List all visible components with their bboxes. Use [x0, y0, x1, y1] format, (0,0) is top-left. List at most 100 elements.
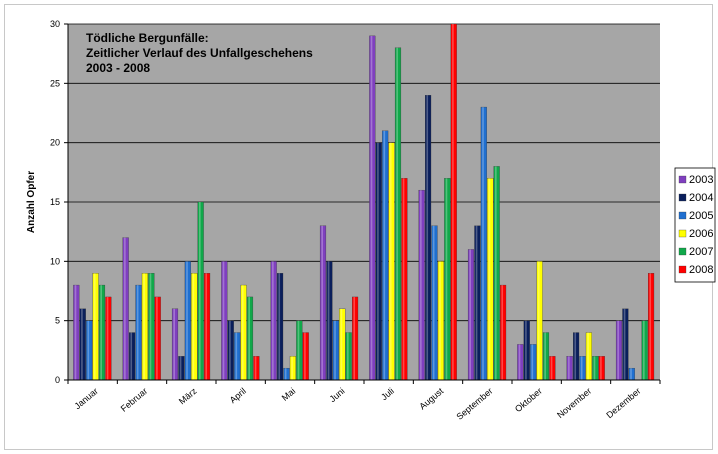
x-tick-label: Juli — [379, 386, 396, 402]
bar-highlight — [495, 166, 497, 380]
bar-2005-November — [579, 356, 586, 381]
legend-swatch-2003 — [678, 175, 687, 184]
bar-highlight — [136, 285, 139, 380]
bar-highlight — [587, 332, 589, 380]
x-tick-label: Dezember — [604, 386, 642, 420]
bar-highlight — [452, 24, 454, 380]
bar-highlight — [340, 308, 343, 380]
x-tick-label: März — [177, 386, 199, 407]
bar-2005-Februar — [135, 284, 142, 381]
bar-highlight — [482, 107, 484, 381]
bar-highlight — [445, 178, 448, 380]
bar-highlight — [229, 320, 231, 380]
bar-highlight — [475, 225, 478, 380]
bar-2003-Januar — [73, 284, 80, 381]
legend: 2003 2004 2005 2006 2007 2008 — [674, 167, 716, 283]
legend-label-2004: 2004 — [689, 192, 713, 204]
bar-highlight — [149, 273, 152, 380]
legend-label-2003: 2003 — [689, 174, 713, 186]
chart-title: Tödliche Bergunfälle: Zeitlicher Verlauf… — [86, 31, 313, 75]
y-tick-label: 20 — [50, 138, 60, 148]
bar-2007-Juli — [394, 47, 402, 381]
bar-2006-Oktober — [536, 261, 543, 381]
bar-highlight — [74, 285, 77, 380]
bar-highlight — [617, 320, 619, 380]
legend-swatch-2007 — [678, 247, 687, 256]
bar-2006-März — [191, 273, 198, 381]
y-tick-label: 5 — [55, 316, 60, 326]
bar-2008-März — [204, 273, 211, 381]
bar-2004-Oktober — [523, 320, 530, 381]
bar-highlight — [643, 320, 645, 380]
bar-highlight — [537, 261, 540, 380]
chart-title-line-3: 2003 - 2008 — [86, 61, 150, 75]
bar-2005-April — [234, 332, 241, 381]
chart-title-line-2: Zeitlicher Verlauf des Unfallgeschehens — [86, 46, 313, 60]
bar-highlight — [593, 356, 596, 380]
bar-2006-September — [487, 178, 494, 381]
y-tick-label: 15 — [50, 197, 60, 207]
bar-highlight — [353, 296, 356, 380]
bar-2007-Juni — [345, 332, 352, 381]
bar-highlight — [143, 273, 145, 380]
bar-2007-März — [197, 201, 204, 381]
legend-box — [674, 167, 716, 283]
legend-label-2007: 2007 — [689, 246, 713, 258]
bar-highlight — [377, 142, 379, 380]
bar-highlight — [630, 368, 632, 380]
bar-highlight — [469, 249, 471, 380]
bar-highlight — [192, 273, 195, 380]
bar-2008-April — [253, 356, 260, 381]
bar-2004-März — [178, 356, 185, 381]
bar-2005-Juni — [332, 320, 339, 381]
bar-2003-Mai — [270, 261, 277, 381]
bar-2008-Juli — [401, 178, 408, 381]
bar-2006-April — [240, 284, 247, 381]
bar-highlight — [130, 332, 133, 380]
bar-2008-September — [500, 284, 507, 381]
bar-2007-Mai — [296, 320, 303, 381]
bar-highlight — [100, 285, 102, 380]
x-tick-label: Januar — [72, 386, 100, 411]
bar-2007-August — [444, 178, 451, 381]
bar-highlight — [291, 356, 293, 380]
bar-2008-Juni — [352, 296, 359, 381]
bar-2004-Juli — [375, 142, 382, 381]
bar-highlight — [580, 356, 583, 380]
bar-highlight — [531, 344, 534, 380]
bar-highlight — [156, 296, 158, 380]
bar-highlight — [235, 332, 238, 380]
bar-2003-Dezember — [615, 320, 623, 381]
bar-highlight — [248, 296, 250, 380]
bar-highlight — [396, 47, 398, 380]
bar-2003-Februar — [122, 237, 129, 381]
bar-highlight — [347, 332, 349, 380]
bar-highlight — [389, 142, 392, 380]
bar-highlight — [199, 202, 201, 380]
bars — [73, 23, 655, 381]
bar-2005-Juli — [382, 130, 389, 381]
bar-2004-Januar — [79, 308, 86, 381]
bar-2008-August — [450, 23, 457, 381]
bar-2006-Januar — [92, 273, 99, 381]
x-tick-label: April — [228, 386, 248, 405]
bar-2004-August — [425, 95, 432, 381]
bar-highlight — [426, 95, 429, 380]
legend-label-2005: 2005 — [689, 210, 713, 222]
bar-highlight — [321, 225, 323, 380]
bar-highlight — [179, 356, 182, 380]
bar-highlight — [432, 225, 435, 380]
x-axis-ticks: Januar Februar März April Mai Juni Juli August S… — [67, 380, 661, 422]
bar-2004-September — [474, 225, 481, 381]
bar-highlight — [649, 273, 652, 380]
legend-swatch-2005 — [678, 211, 687, 220]
bar-2006-Juli — [388, 142, 395, 381]
bar-2007-September — [493, 166, 500, 381]
bar-highlight — [574, 332, 577, 380]
bar-highlight — [124, 237, 126, 380]
bar-highlight — [106, 296, 109, 380]
bar-2005-Oktober — [530, 344, 537, 381]
bar-highlight — [518, 344, 521, 380]
bar-2003-August — [418, 189, 425, 381]
bar-highlight — [439, 261, 441, 380]
